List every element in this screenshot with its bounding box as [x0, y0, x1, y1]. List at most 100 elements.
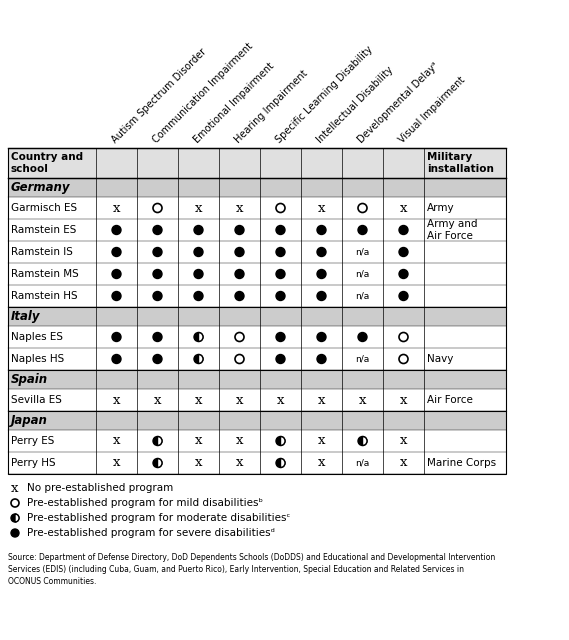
Text: x: x — [195, 394, 202, 406]
Circle shape — [194, 291, 203, 301]
Bar — [8, 148, 506, 474]
Text: x: x — [318, 202, 325, 214]
Text: No pre-established program: No pre-established program — [27, 483, 173, 493]
Text: Sevilla ES: Sevilla ES — [11, 395, 62, 405]
Text: x: x — [400, 202, 407, 214]
Circle shape — [194, 333, 203, 342]
Circle shape — [276, 291, 285, 301]
Circle shape — [317, 248, 326, 257]
Bar — [8, 178, 506, 197]
Text: Developmental Delayᵃ: Developmental Delayᵃ — [356, 60, 441, 145]
Text: x: x — [318, 394, 325, 406]
Text: x: x — [195, 435, 202, 447]
Text: Emotional Impairment: Emotional Impairment — [192, 61, 277, 145]
Text: Pre-established program for mild disabilitiesᵇ: Pre-established program for mild disabil… — [27, 498, 263, 508]
Text: Air Force: Air Force — [427, 395, 473, 405]
Text: Garmisch ES: Garmisch ES — [11, 203, 77, 213]
Circle shape — [153, 436, 162, 445]
Bar — [8, 411, 506, 430]
Text: x: x — [113, 456, 120, 470]
Text: x: x — [236, 435, 244, 447]
Text: n/a: n/a — [356, 248, 370, 257]
Text: x: x — [113, 202, 120, 214]
Circle shape — [112, 333, 121, 342]
Circle shape — [112, 355, 121, 364]
Text: x: x — [318, 456, 325, 470]
Wedge shape — [362, 436, 367, 445]
Text: n/a: n/a — [356, 291, 370, 301]
Text: Ramstein IS: Ramstein IS — [11, 247, 73, 257]
Text: Army and
Air Force: Army and Air Force — [427, 219, 477, 241]
Circle shape — [276, 225, 285, 234]
Circle shape — [317, 291, 326, 301]
Circle shape — [235, 291, 244, 301]
Text: x: x — [400, 435, 407, 447]
Circle shape — [317, 225, 326, 234]
Circle shape — [194, 248, 203, 257]
Wedge shape — [199, 333, 203, 342]
Text: x: x — [400, 394, 407, 406]
Text: x: x — [236, 456, 244, 470]
Circle shape — [194, 225, 203, 234]
Circle shape — [11, 514, 19, 522]
Wedge shape — [199, 355, 203, 364]
Text: Ramstein ES: Ramstein ES — [11, 225, 76, 235]
Circle shape — [276, 436, 285, 445]
Text: Pre-established program for moderate disabilitiesᶜ: Pre-established program for moderate dis… — [27, 513, 290, 523]
Text: Visual Impairment: Visual Impairment — [397, 75, 468, 145]
Wedge shape — [281, 458, 285, 467]
Circle shape — [276, 333, 285, 342]
Text: Germany: Germany — [11, 181, 71, 194]
Text: x: x — [358, 394, 366, 406]
Circle shape — [276, 248, 285, 257]
Wedge shape — [158, 458, 162, 467]
Text: Japan: Japan — [11, 414, 48, 427]
Text: Marine Corps: Marine Corps — [427, 458, 496, 468]
Text: x: x — [113, 435, 120, 447]
Text: x: x — [318, 435, 325, 447]
Circle shape — [153, 291, 162, 301]
Circle shape — [153, 225, 162, 234]
Circle shape — [153, 458, 162, 467]
Circle shape — [112, 291, 121, 301]
Text: Naples HS: Naples HS — [11, 354, 64, 364]
Circle shape — [194, 269, 203, 278]
Circle shape — [276, 269, 285, 278]
Circle shape — [358, 333, 367, 342]
Text: x: x — [277, 394, 284, 406]
Text: Spain: Spain — [11, 373, 48, 386]
Circle shape — [112, 248, 121, 257]
Text: Perry HS: Perry HS — [11, 458, 56, 468]
Bar — [8, 370, 506, 389]
Circle shape — [399, 225, 408, 234]
Text: Source: Department of Defense Directory, DoD Dependents Schools (DoDDS) and Educ: Source: Department of Defense Directory,… — [8, 553, 495, 586]
Circle shape — [235, 225, 244, 234]
Text: Communication Impairment: Communication Impairment — [151, 41, 255, 145]
Circle shape — [399, 269, 408, 278]
Circle shape — [235, 248, 244, 257]
Text: Ramstein HS: Ramstein HS — [11, 291, 77, 301]
Bar — [8, 307, 506, 326]
Text: Ramstein MS: Ramstein MS — [11, 269, 79, 279]
Text: Intellectual Disability: Intellectual Disability — [315, 65, 395, 145]
Text: x: x — [400, 456, 407, 470]
Text: x: x — [236, 394, 244, 406]
Circle shape — [358, 225, 367, 234]
Text: Naples ES: Naples ES — [11, 332, 63, 342]
Text: Specific Learning Disability: Specific Learning Disability — [274, 44, 375, 145]
Circle shape — [317, 355, 326, 364]
Text: x: x — [154, 394, 161, 406]
Text: Country and
school: Country and school — [11, 152, 83, 174]
Text: x: x — [236, 202, 244, 214]
Circle shape — [153, 269, 162, 278]
Text: x: x — [11, 481, 19, 495]
Circle shape — [317, 333, 326, 342]
Text: n/a: n/a — [356, 355, 370, 364]
Bar — [8, 148, 506, 474]
Text: Military
installation: Military installation — [427, 152, 494, 174]
Text: n/a: n/a — [356, 458, 370, 467]
Wedge shape — [15, 514, 19, 522]
Circle shape — [317, 269, 326, 278]
Circle shape — [112, 225, 121, 234]
Circle shape — [358, 436, 367, 445]
